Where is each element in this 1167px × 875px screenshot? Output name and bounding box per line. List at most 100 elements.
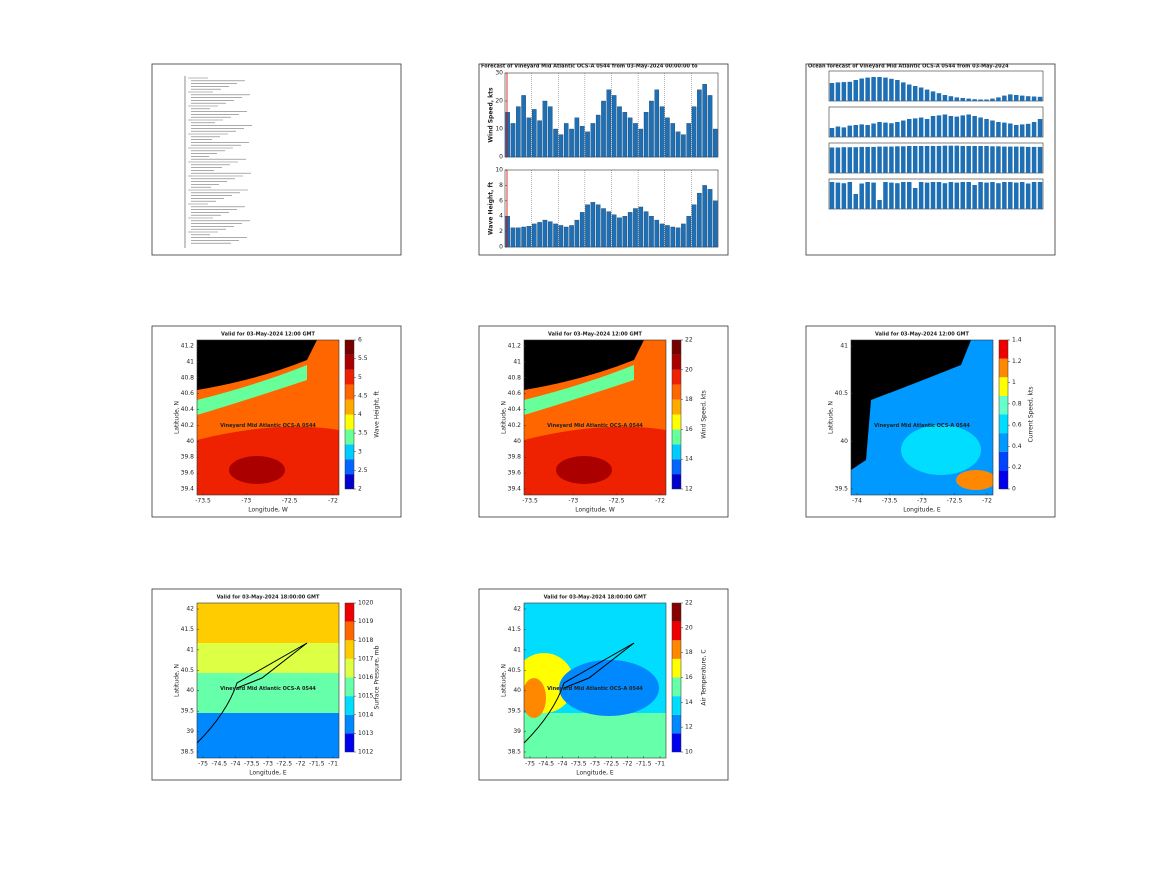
y-tick-label: 8 [499,182,503,189]
y-tick-label: 39.4 [181,486,195,493]
bar [930,91,936,101]
bar [585,204,590,248]
y-tick-label: 40.5 [181,667,195,674]
colorbar-label: Current Speed, kts [1028,386,1035,442]
x-tick-label: -72 [623,761,633,768]
map-title: Valid for 03-May-2024 12:00 GMT [221,332,315,338]
colorbar-segment [345,444,354,460]
bar [526,117,532,158]
bar [996,122,1001,137]
x-tick-label: -72 [982,498,992,505]
bar [537,222,542,248]
bar [1031,146,1037,173]
bar [1019,182,1025,209]
colorbar-segment [345,459,354,475]
bar [984,146,989,173]
bar [889,146,894,173]
bar [601,100,606,158]
subplot-frame [828,142,1044,174]
bar [697,192,702,248]
bar [942,183,948,209]
colorbar-segment [345,640,354,659]
colorbar-tick-label: 1015 [358,693,373,700]
y-tick-label: 39.5 [181,708,195,715]
bar [895,122,900,137]
colorbar-tick-label: 22 [685,600,693,607]
bar [1037,96,1043,101]
y-axis-label: Latitude, N [501,401,508,434]
colorbar-tick-label: 14 [685,699,693,706]
bar [649,216,654,248]
bar [877,122,882,137]
colorbar-segment [999,451,1008,471]
y-tick-label: 40.6 [181,390,195,397]
x-tick-label: -72.5 [282,498,298,505]
x-tick-label: -73.5 [244,761,260,768]
bar [505,216,510,248]
bar [901,82,906,101]
bar [606,211,612,248]
colorbar-segment [345,621,354,641]
colorbar-tick-label: 22 [685,337,693,344]
colorbar-tick-label: 0.6 [1012,422,1022,429]
y-tick-label: 41 [513,358,521,365]
bar [574,117,580,158]
bar [707,95,713,158]
map-area [524,603,666,758]
bar [972,99,977,101]
colorbar-segment [345,399,354,415]
bar [713,200,718,248]
contour [197,713,339,758]
bar [627,117,633,158]
x-tick-label: -72 [328,498,338,505]
colorbar-segment [999,358,1008,378]
bar [1013,182,1019,209]
y-tick-label: 40.2 [181,422,195,429]
colorbar-segment [345,414,354,430]
bar [702,84,707,158]
x-tick-label: -75 [198,761,208,768]
x-axis-label: Longitude, E [249,770,287,777]
colorbar-segment [999,433,1008,452]
colorbar-tick-label: 16 [685,426,693,433]
x-tick-label: -73.5 [195,498,211,505]
colorbar-segment [345,474,354,489]
colorbar-tick-label: 14 [685,456,693,463]
bar [829,83,835,101]
bar [1002,182,1007,209]
colorbar-segment [672,714,681,734]
bar [918,117,924,137]
bar [859,183,864,209]
bar [990,98,995,101]
colorbar-tick-label: 1014 [358,711,373,718]
bar [978,146,983,173]
site-label: Vineyard Mid Atlantic OCS-A 0544 [874,423,970,429]
y-tick-label: 39.4 [508,486,522,493]
x-tick-label: -74 [558,761,568,768]
bar [906,84,912,101]
y-tick-label: 41.5 [508,626,522,633]
y-tick-label: 40 [840,438,848,445]
colorbar-segment [672,340,681,355]
x-tick-label: -74.5 [211,761,227,768]
bar [1002,95,1007,101]
colorbar-tick-label: 20 [685,624,693,631]
bar [841,183,847,209]
colorbar-segment [999,414,1008,434]
bar [859,146,864,173]
y-tick-label: 40.5 [508,667,522,674]
bar [1008,123,1013,137]
colorbar-label: Surface Pressure, mb [374,645,381,709]
bar [984,119,989,137]
bar [906,119,912,137]
bar [537,120,542,158]
colorbar-tick-label: 1012 [358,749,373,756]
colorbar-tick-label: 0.2 [1012,464,1022,471]
colorbar-segment [345,696,354,715]
bar [841,82,847,101]
bar [960,146,966,173]
y-tick-label: 6 [499,197,503,204]
y-tick-label: 0 [499,154,503,161]
bar [1019,95,1025,101]
bar [847,147,853,173]
